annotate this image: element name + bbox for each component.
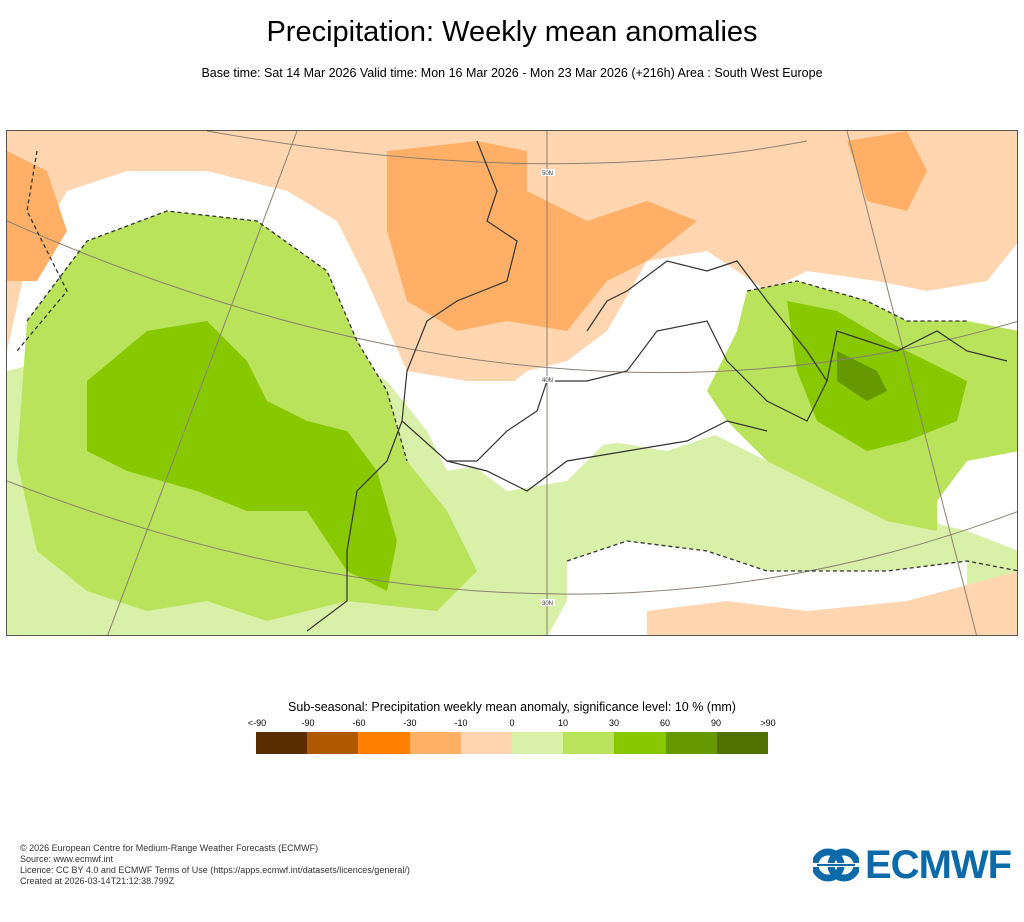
anomaly-region-minus30-minus10-france bbox=[387, 141, 697, 331]
graticule bbox=[7, 131, 1017, 635]
source-text: Source: www.ecmwf.int bbox=[20, 854, 114, 864]
legend-label: <-90 bbox=[247, 718, 267, 728]
legend-label: 10 bbox=[557, 718, 568, 728]
precipitation-anomaly-map: 50N 40N 30N bbox=[6, 130, 1018, 636]
legend-swatch bbox=[614, 732, 666, 754]
neutral-region-iberia bbox=[407, 371, 727, 491]
licence-text: Licence: CC BY 4.0 and ECMWF Terms of Us… bbox=[20, 865, 410, 875]
legend-swatch bbox=[563, 732, 615, 754]
legend-label: 60 bbox=[659, 718, 670, 728]
ecmwf-logo: ECMWF bbox=[813, 843, 1012, 887]
legend-labels: <-90 -90 -60 -30 -10 0 10 30 60 90 >90 bbox=[232, 718, 792, 730]
chart-subtitle: Base time: Sat 14 Mar 2026 Valid time: M… bbox=[201, 66, 823, 80]
legend-label: 30 bbox=[608, 718, 619, 728]
legend-title: Sub-seasonal: Precipitation weekly mean … bbox=[288, 700, 736, 714]
parallel-line bbox=[7, 220, 1017, 374]
legend-swatch bbox=[665, 732, 717, 754]
logo-text: ECMWF bbox=[865, 843, 1012, 887]
footer: © 2026 European Centre for Medium-Range … bbox=[20, 843, 410, 887]
copyright-text: © 2026 European Centre for Medium-Range … bbox=[20, 843, 319, 853]
meridian-line bbox=[846, 131, 978, 635]
anomaly-region-30-60-atlantic bbox=[87, 321, 397, 591]
ecmwf-logo-icon bbox=[813, 848, 859, 882]
map-svg: 50N 40N 30N bbox=[7, 131, 1017, 635]
legend-swatch bbox=[716, 732, 769, 754]
legend-colorbar bbox=[256, 732, 769, 754]
legend-swatch bbox=[307, 732, 359, 754]
anomaly-region-minus10-south bbox=[647, 571, 1017, 635]
lat-label-30n: 30N bbox=[542, 601, 553, 607]
legend-label: -10 bbox=[454, 718, 468, 728]
lat-label-40n: 40N bbox=[542, 378, 553, 384]
legend-swatch bbox=[512, 732, 564, 754]
meridian-line bbox=[107, 131, 298, 635]
legend-swatch bbox=[460, 732, 513, 754]
significance-contours bbox=[16, 150, 1017, 572]
legend-label: -30 bbox=[403, 718, 417, 728]
coastlines bbox=[306, 140, 1008, 632]
neutral-region-north-africa bbox=[567, 541, 967, 611]
created-text: Created at 2026-03-14T21:12:38.799Z bbox=[20, 876, 175, 886]
lat-label-50n: 50N bbox=[542, 171, 553, 177]
legend-swatch bbox=[256, 732, 308, 754]
chart-title: Precipitation: Weekly mean anomalies bbox=[266, 16, 758, 48]
legend-swatch bbox=[358, 732, 410, 754]
anomaly-region-60-90-east-med bbox=[837, 351, 887, 401]
legend-label: >90 bbox=[760, 718, 776, 728]
anomaly-region-minus30-minus10-east bbox=[847, 131, 927, 211]
legend-label: -90 bbox=[301, 718, 315, 728]
parallel-line bbox=[7, 480, 1017, 595]
legend-label: -60 bbox=[352, 718, 366, 728]
legend-label: 0 bbox=[509, 718, 515, 728]
legend-label: 90 bbox=[710, 718, 721, 728]
anomaly-region-minus30-minus10-west bbox=[7, 151, 67, 281]
parallel-line bbox=[206, 131, 808, 165]
legend-swatch bbox=[409, 732, 461, 754]
